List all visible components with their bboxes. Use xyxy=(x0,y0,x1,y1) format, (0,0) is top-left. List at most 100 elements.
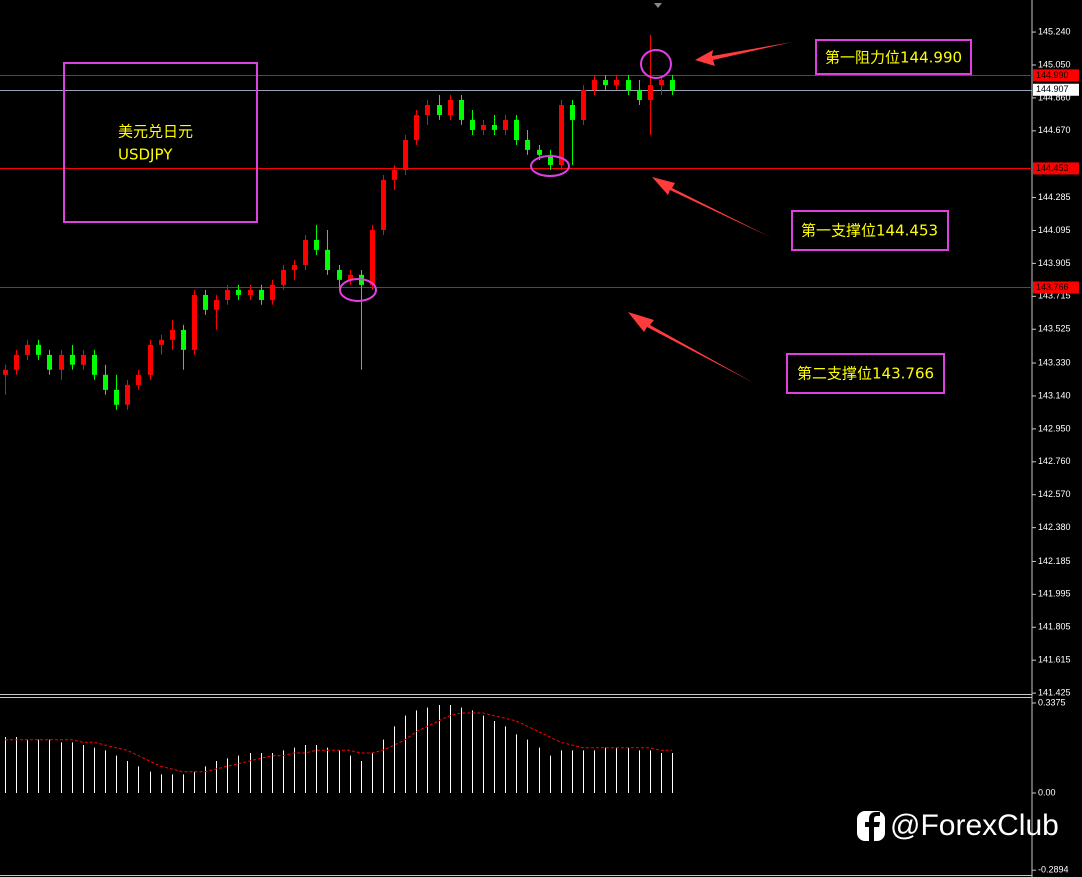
candle-body xyxy=(3,369,8,375)
annotation-box xyxy=(791,210,949,251)
candle-body xyxy=(403,140,408,170)
candle-body xyxy=(225,289,230,300)
highlight-circle xyxy=(339,278,377,302)
y-tick-label: 142.760 xyxy=(1038,456,1071,466)
y-tick-label: -0.2894 xyxy=(1038,865,1069,875)
watermark: @ForexClub xyxy=(890,809,1059,842)
y-tick-label: 142.380 xyxy=(1038,522,1071,532)
pair-symbol: USDJPY xyxy=(118,146,173,164)
candle-body xyxy=(281,269,286,285)
candle-body xyxy=(381,179,386,230)
candle-body xyxy=(337,269,342,280)
candle-body xyxy=(47,354,52,370)
y-tick-label: 144.095 xyxy=(1038,225,1071,235)
candle-body xyxy=(70,354,75,365)
y-tick-label: 0.00 xyxy=(1038,787,1056,797)
candle-body xyxy=(203,294,208,310)
candle-body xyxy=(148,344,153,375)
candle-body xyxy=(437,105,442,116)
candle-body xyxy=(537,149,542,155)
candle-body xyxy=(303,239,308,265)
price-level-tag xyxy=(1033,162,1079,175)
shift-marker xyxy=(654,3,662,8)
candle-body xyxy=(114,389,119,405)
price-level-label: 144.990 xyxy=(1036,70,1069,80)
y-tick-label: 141.805 xyxy=(1038,622,1071,632)
price-level-label: 144.907 xyxy=(1036,84,1069,94)
candle-body xyxy=(659,80,664,86)
candle-body xyxy=(103,374,108,390)
candle-body xyxy=(170,329,175,340)
candle-body xyxy=(259,289,264,300)
y-tick-label: 141.425 xyxy=(1038,688,1071,698)
y-tick-label: 145.240 xyxy=(1038,26,1071,36)
y-tick-label: 143.330 xyxy=(1038,357,1071,367)
candle-body xyxy=(448,99,453,116)
y-tick-label: 143.715 xyxy=(1038,291,1071,301)
highlight-circle xyxy=(530,155,570,177)
arrow xyxy=(628,312,754,383)
candle-body xyxy=(481,124,486,130)
candle-body xyxy=(325,249,330,270)
candle-body xyxy=(392,169,397,180)
candle-body xyxy=(159,339,164,345)
y-tick-label: 142.950 xyxy=(1038,423,1071,433)
candle-body xyxy=(81,354,86,365)
candle-body xyxy=(637,89,642,100)
candle-body xyxy=(25,344,30,355)
price-level-tag xyxy=(1033,69,1079,82)
y-tick-label: 144.860 xyxy=(1038,92,1071,102)
annotation-box xyxy=(815,39,972,75)
candle-body xyxy=(503,119,508,130)
y-tick-label: 141.615 xyxy=(1038,655,1071,665)
price-level-label: 144.453 xyxy=(1036,163,1069,173)
candle-body xyxy=(581,89,586,120)
candle-body xyxy=(348,274,353,280)
candle-body xyxy=(459,99,464,120)
y-tick-label: 142.185 xyxy=(1038,556,1071,566)
y-tick-label: 143.140 xyxy=(1038,390,1071,400)
annotation: 第一支撑位144.453 xyxy=(801,222,938,240)
candle-body xyxy=(570,105,575,120)
candle-body xyxy=(525,140,530,150)
price-level-tag xyxy=(1033,83,1079,96)
y-tick-label: 144.285 xyxy=(1038,192,1071,202)
candle-body xyxy=(136,374,141,385)
highlight-circle xyxy=(640,49,672,79)
candle-body xyxy=(592,80,597,90)
candle-body xyxy=(36,344,41,355)
y-tick-label: 144.670 xyxy=(1038,125,1071,135)
annotation-box xyxy=(786,353,945,394)
candle-body xyxy=(14,354,19,370)
watermark-icon-f xyxy=(865,812,880,841)
candle-body xyxy=(314,239,319,250)
y-tick-label: 141.995 xyxy=(1038,589,1071,599)
pair-name: 美元兑日元 xyxy=(118,123,193,141)
candle-body xyxy=(248,289,253,295)
plot: 145.240 145.050 144.860 144.670 144.285 144.0… xyxy=(0,26,1079,875)
y-tick-label: 0.3375 xyxy=(1038,697,1066,707)
candle-body xyxy=(626,80,631,90)
candle-body xyxy=(514,119,519,141)
title-box xyxy=(63,62,258,223)
signal-line xyxy=(5,712,672,773)
y-tick-label: 142.570 xyxy=(1038,489,1071,499)
candle-body xyxy=(614,80,619,86)
candle-body xyxy=(559,105,564,165)
candle-body xyxy=(270,284,275,300)
candle-body xyxy=(92,354,97,375)
candle-body xyxy=(414,115,419,141)
y-tick-label: 145.050 xyxy=(1038,59,1071,69)
annotation: 第一阻力位144.990 xyxy=(825,49,962,67)
candle-body xyxy=(292,264,297,270)
candle-body xyxy=(648,85,653,100)
candle-body xyxy=(470,119,475,130)
annotation: 第二支撑位143.766 xyxy=(797,365,934,383)
candle-body xyxy=(603,80,608,86)
arrow xyxy=(652,177,772,238)
y-tick-label: 143.905 xyxy=(1038,258,1071,268)
y-tick-label: 143.525 xyxy=(1038,324,1071,334)
